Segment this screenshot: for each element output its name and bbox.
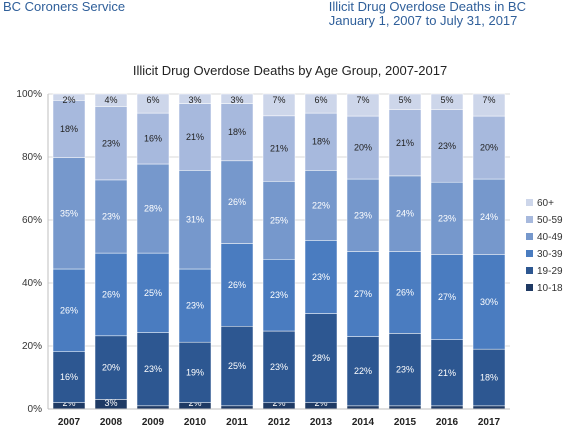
legend-label: 19-29: [537, 266, 563, 277]
data-label: 2%: [62, 95, 75, 105]
legend-swatch: [526, 284, 533, 291]
data-label: 7%: [482, 95, 495, 105]
x-tick-label: 2012: [268, 417, 291, 428]
data-label: 20%: [480, 143, 498, 153]
x-tick-label: 2017: [478, 417, 501, 428]
x-tick-label: 2014: [352, 417, 375, 428]
data-label: 23%: [102, 138, 120, 148]
data-label: 3%: [230, 95, 243, 105]
data-label: 25%: [228, 361, 246, 371]
data-label: 25%: [270, 215, 288, 225]
data-label: 19%: [186, 367, 204, 377]
data-label: 18%: [228, 127, 246, 137]
data-label: 18%: [480, 373, 498, 383]
data-label: 23%: [438, 141, 456, 151]
data-label: 5%: [440, 95, 453, 105]
data-label: 16%: [60, 372, 78, 382]
legend-swatch: [526, 267, 533, 274]
data-label: 23%: [270, 362, 288, 372]
data-label: 22%: [312, 200, 330, 210]
data-label: 22%: [354, 366, 372, 376]
data-label: 16%: [144, 134, 162, 144]
data-label: 18%: [60, 124, 78, 134]
legend-swatch: [526, 233, 533, 240]
y-tick-label: 100%: [16, 89, 42, 100]
data-label: 21%: [270, 144, 288, 154]
x-tick-label: 2015: [394, 417, 417, 428]
data-label: 20%: [102, 363, 120, 373]
data-label: 23%: [102, 212, 120, 222]
data-label: 26%: [228, 197, 246, 207]
data-label: 26%: [102, 289, 120, 299]
legend-label: 30-39: [537, 249, 563, 260]
data-label: 23%: [396, 365, 414, 375]
data-label: 21%: [438, 368, 456, 378]
data-label: 24%: [396, 209, 414, 219]
data-label: 18%: [312, 137, 330, 147]
data-label: 21%: [186, 132, 204, 142]
legend-label: 10-18: [537, 283, 563, 294]
chart-title: Illicit Drug Overdose Deaths by Age Grou…: [133, 63, 447, 78]
data-label: 27%: [438, 292, 456, 302]
bars: 2%16%26%35%18%2%3%20%26%23%23%4%1%23%25%…: [53, 94, 505, 409]
x-tick-label: 2010: [184, 417, 207, 428]
data-label: 7%: [272, 95, 285, 105]
data-label: 4%: [104, 95, 117, 105]
data-label: 28%: [312, 353, 330, 363]
data-label: 28%: [144, 204, 162, 214]
data-label: 30%: [480, 297, 498, 307]
legend: 60+ 50-59 40-49 30-39 19-29 10-18: [526, 198, 563, 294]
legend-label: 60+: [537, 198, 554, 209]
legend-label: 50-59: [537, 215, 563, 226]
data-label: 23%: [312, 272, 330, 282]
data-label: 5%: [398, 95, 411, 105]
data-label: 26%: [396, 287, 414, 297]
y-tick-label: 80%: [22, 152, 42, 163]
data-label: 6%: [146, 95, 159, 105]
data-label: 23%: [438, 213, 456, 223]
data-label: 23%: [270, 290, 288, 300]
legend-label: 40-49: [537, 232, 563, 243]
y-tick-label: 40%: [22, 278, 42, 289]
x-tick-label: 2008: [100, 417, 123, 428]
legend-swatch: [526, 216, 533, 223]
data-label: 25%: [144, 288, 162, 298]
data-label: 26%: [60, 305, 78, 315]
data-label: 20%: [354, 143, 372, 153]
x-tick-label: 2007: [58, 417, 81, 428]
data-label: 31%: [186, 215, 204, 225]
data-label: 24%: [480, 212, 498, 222]
x-tick-label: 2016: [436, 417, 459, 428]
data-label: 23%: [144, 364, 162, 374]
y-tick-label: 20%: [22, 341, 42, 352]
data-label: 6%: [314, 95, 327, 105]
x-tick-label: 2013: [310, 417, 333, 428]
data-label: 35%: [60, 208, 78, 218]
legend-swatch: [526, 250, 533, 257]
data-label: 23%: [186, 301, 204, 311]
data-label: 7%: [356, 95, 369, 105]
data-label: 26%: [228, 280, 246, 290]
data-label: 23%: [354, 210, 372, 220]
x-tick-label: 2011: [226, 417, 248, 428]
y-tick-label: 60%: [22, 215, 42, 226]
data-label: 21%: [396, 138, 414, 148]
legend-swatch: [526, 199, 533, 206]
x-tick-label: 2009: [142, 417, 165, 428]
y-tick-label: 0%: [28, 404, 43, 415]
data-label: 27%: [354, 289, 372, 299]
data-label: 3%: [188, 95, 201, 105]
